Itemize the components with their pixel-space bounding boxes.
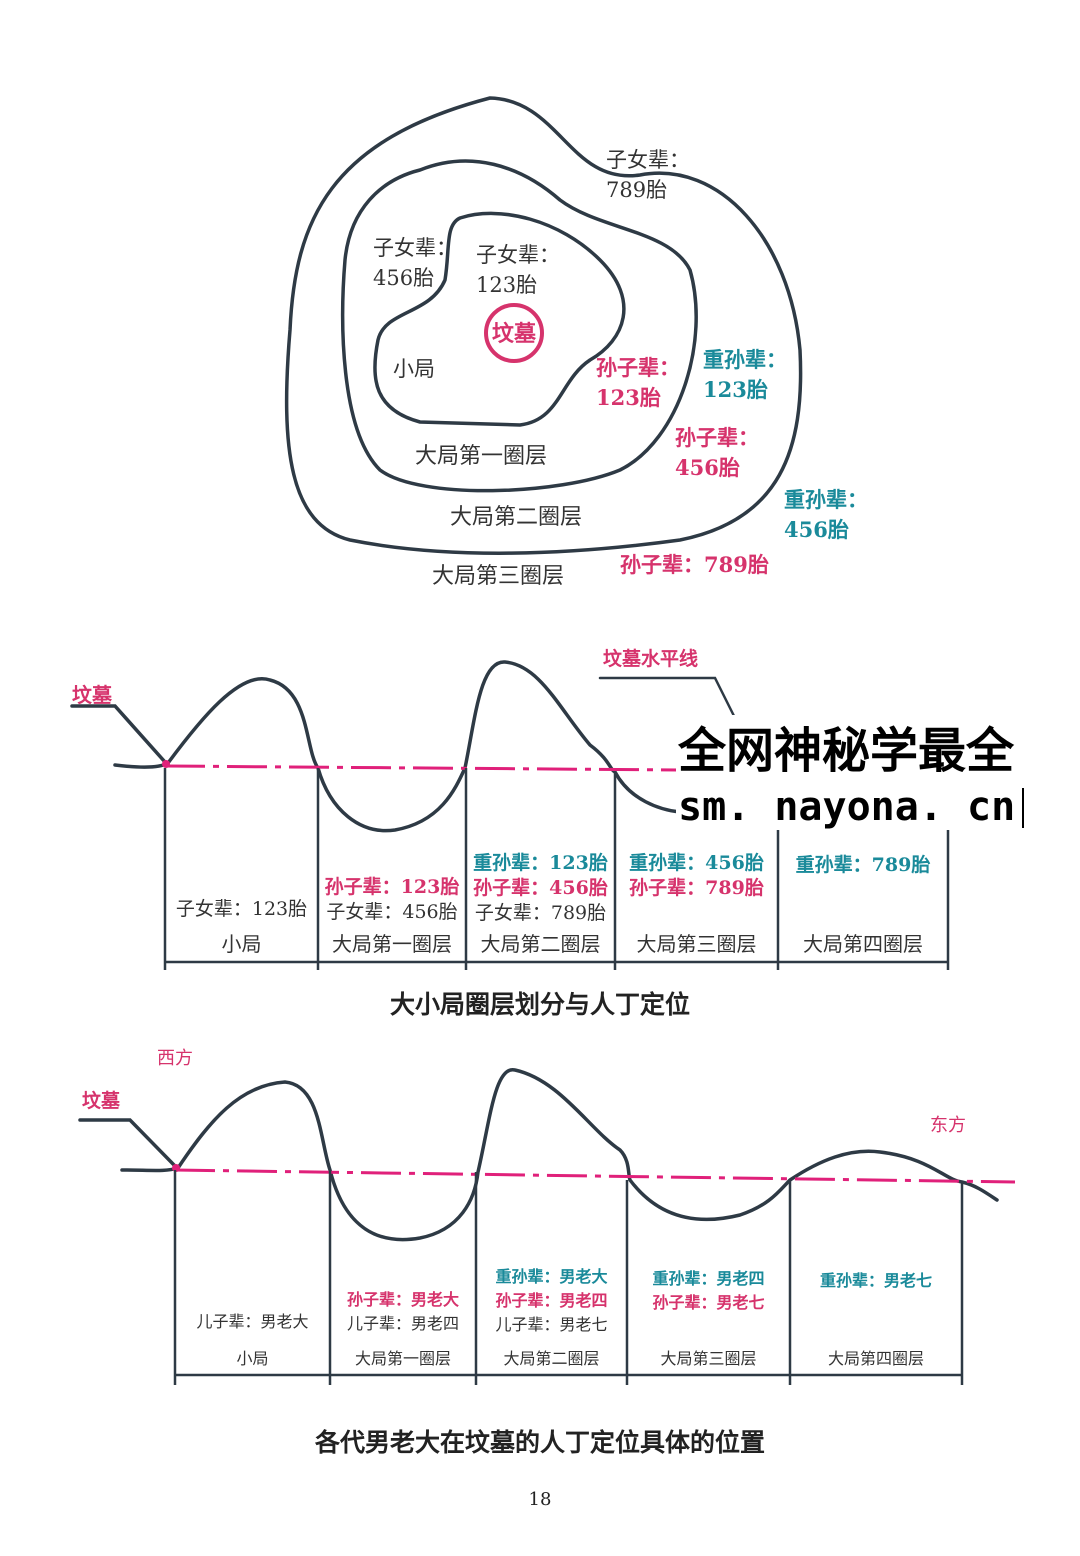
watermark: 全网神秘学最全 bbox=[677, 723, 1015, 779]
tomb-label: 坟墓 bbox=[492, 321, 537, 347]
column-name: 大局第三圈层 bbox=[637, 932, 757, 956]
column-name: 大局第四圈层 bbox=[828, 1349, 924, 1368]
column-note: 重孙辈：男老四 bbox=[652, 1269, 764, 1288]
caption: 大小局圈层划分与人丁定位 bbox=[390, 990, 690, 1019]
tomb-label: 坟墓 bbox=[82, 1089, 121, 1112]
note: 重孙辈： bbox=[703, 347, 787, 372]
column-note: 子女辈：456胎 bbox=[326, 901, 457, 923]
direction-label: 东方 bbox=[930, 1115, 966, 1136]
direction-label: 西方 bbox=[157, 1048, 193, 1069]
tomb-slope bbox=[78, 1118, 177, 1168]
horizon-line bbox=[174, 1168, 1016, 1184]
watermark: sm. nayona. cn bbox=[678, 784, 1015, 830]
column-note: 重孙辈：男老大 bbox=[495, 1267, 607, 1286]
column-name: 小局 bbox=[236, 1349, 268, 1368]
column-note: 孙子辈：男老四 bbox=[495, 1291, 607, 1310]
column-note: 儿子辈：男老四 bbox=[347, 1314, 459, 1333]
tomb-slope bbox=[70, 704, 167, 764]
column-name: 大局第三圈层 bbox=[660, 1349, 756, 1368]
inner-label: 小局 bbox=[393, 357, 435, 381]
ring-middle bbox=[340, 159, 698, 493]
tomb-point bbox=[162, 760, 170, 768]
column-name: 大局第一圈层 bbox=[355, 1349, 451, 1368]
page-number: 18 bbox=[529, 1489, 552, 1510]
column-note: 孙子辈：123胎 bbox=[325, 875, 460, 898]
terrain bbox=[113, 660, 682, 833]
column-note: 儿子辈：男老大 bbox=[196, 1312, 308, 1331]
column-note: 儿子辈：男老七 bbox=[495, 1315, 607, 1334]
ring-label: 大局第一圈层 bbox=[415, 444, 547, 469]
column-name: 大局第二圈层 bbox=[503, 1349, 599, 1368]
note: 123胎 bbox=[596, 385, 661, 410]
column-note: 子女辈：789胎 bbox=[475, 902, 606, 924]
horizon-line bbox=[164, 764, 681, 772]
ring-outer bbox=[284, 96, 803, 555]
column-note: 孙子辈：789胎 bbox=[629, 876, 764, 899]
column-note: 重孙辈：456胎 bbox=[629, 851, 764, 874]
watermark-box bbox=[676, 715, 1080, 830]
tomb-label: 坟墓 bbox=[72, 683, 113, 707]
note: 子女辈： bbox=[373, 236, 457, 260]
column-note: 重孙辈：123胎 bbox=[473, 851, 608, 874]
note: 123胎 bbox=[703, 377, 768, 402]
column-note: 子女辈：123胎 bbox=[176, 898, 307, 920]
column-note: 孙子辈：男老大 bbox=[347, 1290, 459, 1309]
ring-inner bbox=[373, 211, 626, 427]
column-name: 大局第四圈层 bbox=[803, 932, 923, 956]
ring-label: 大局第三圈层 bbox=[432, 564, 564, 589]
column-note: 重孙辈：789胎 bbox=[796, 853, 931, 876]
note: 456胎 bbox=[373, 266, 434, 290]
ring-label: 大局第二圈层 bbox=[450, 505, 582, 530]
note: 123胎 bbox=[476, 273, 537, 297]
tomb-circle bbox=[484, 303, 544, 363]
note: 孙子辈： bbox=[675, 425, 759, 450]
terrain bbox=[120, 1068, 999, 1242]
column-note: 孙子辈：456胎 bbox=[473, 876, 608, 899]
note: 重孙辈： bbox=[784, 487, 868, 512]
column-name: 大局第一圈层 bbox=[332, 932, 452, 956]
caption: 各代男老大在坟墓的人丁定位具体的位置 bbox=[314, 1428, 765, 1457]
note: 456胎 bbox=[675, 455, 740, 480]
column-name: 小局 bbox=[222, 932, 262, 956]
note: 子女辈： bbox=[606, 148, 690, 172]
note: 789胎 bbox=[606, 178, 667, 202]
note: 456胎 bbox=[784, 517, 849, 542]
column-name: 大局第二圈层 bbox=[481, 932, 601, 956]
note: 孙子辈：789胎 bbox=[620, 552, 769, 577]
note: 子女辈： bbox=[476, 243, 560, 267]
horizon-label: 坟墓水平线 bbox=[603, 647, 698, 670]
pointer bbox=[598, 676, 737, 720]
column-note: 孙子辈：男老七 bbox=[652, 1293, 764, 1312]
column-note: 重孙辈：男老七 bbox=[820, 1271, 932, 1290]
note: 孙子辈： bbox=[596, 355, 680, 380]
